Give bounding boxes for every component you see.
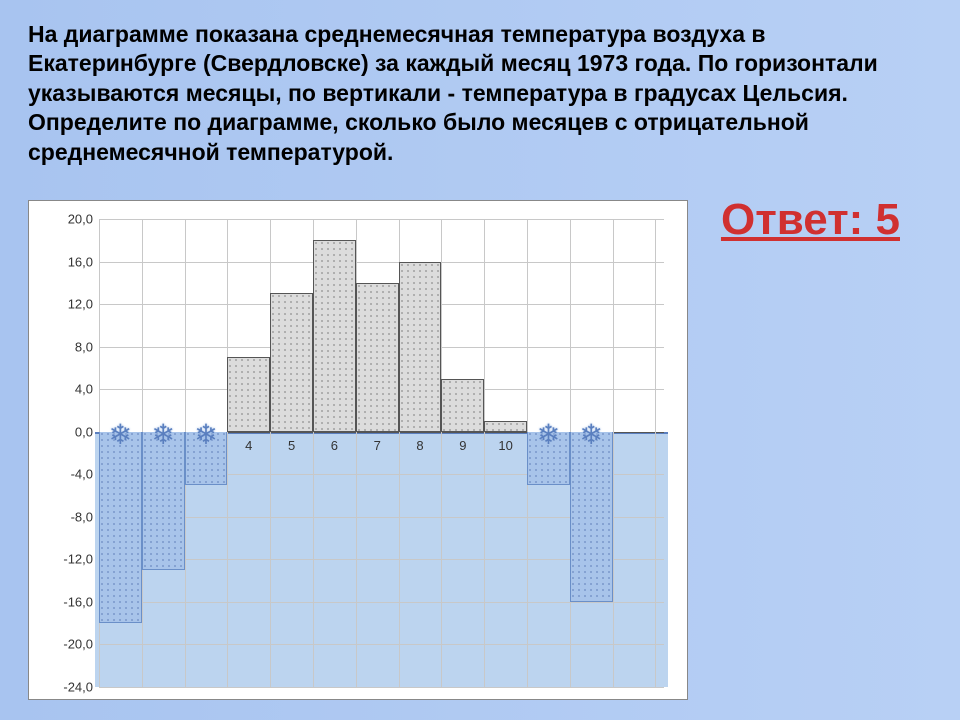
bar-month-6 (313, 240, 356, 431)
bar-month-5 (270, 293, 313, 431)
ytick-label: 4,0 (75, 382, 93, 397)
problem-text: На диаграмме показана среднемесячная тем… (28, 20, 932, 167)
gridline-v (270, 219, 271, 687)
xtick-label: 9 (459, 438, 466, 453)
ytick-label: 12,0 (68, 297, 93, 312)
xtick-label: 10 (498, 438, 512, 453)
chart-frame: 20,0 16,0 12,0 8,0 4,0 0,0 -4,0 -8,0 -12,0 -16,0 -… (28, 200, 688, 700)
snowflake-icon: ❄ (537, 421, 560, 449)
chart-plot: 20,016,012,08,04,00,0-4,0-8,0-12,0-16,0-… (99, 219, 664, 687)
ytick-label: -24,0 (63, 680, 93, 695)
ytick-label: 8,0 (75, 339, 93, 354)
answer-label: Ответ: 5 (721, 195, 900, 245)
ytick-label: -4,0 (71, 467, 93, 482)
xtick-label: 8 (416, 438, 423, 453)
gridline-v (613, 219, 614, 687)
snowflake-icon: ❄ (109, 421, 132, 449)
bar-month-7 (356, 283, 399, 432)
xtick-label: 7 (374, 438, 381, 453)
bar-month-10 (484, 421, 527, 432)
ytick-label: -12,0 (63, 552, 93, 567)
ytick-label: -16,0 (63, 594, 93, 609)
bar-month-12 (570, 432, 613, 602)
gridline-v (227, 219, 228, 687)
snowflake-icon: ❄ (580, 421, 603, 449)
snowflake-icon: ❄ (194, 421, 217, 449)
ytick-label: 0,0 (75, 424, 93, 439)
xtick-label: 4 (245, 438, 252, 453)
xtick-label: 6 (331, 438, 338, 453)
ytick-label: 20,0 (68, 212, 93, 227)
gridline-v (484, 219, 485, 687)
bar-month-4 (227, 357, 270, 431)
ytick-label: -20,0 (63, 637, 93, 652)
gridline-v (441, 219, 442, 687)
bar-month-9 (441, 379, 484, 432)
bar-month-8 (399, 262, 442, 432)
xtick-label: 5 (288, 438, 295, 453)
snowflake-icon: ❄ (151, 421, 174, 449)
bar-month-1 (99, 432, 142, 623)
bar-month-2 (142, 432, 185, 570)
ytick-label: 16,0 (68, 254, 93, 269)
gridline-h (99, 687, 664, 688)
ytick-label: -8,0 (71, 509, 93, 524)
gridline-v (655, 219, 656, 687)
